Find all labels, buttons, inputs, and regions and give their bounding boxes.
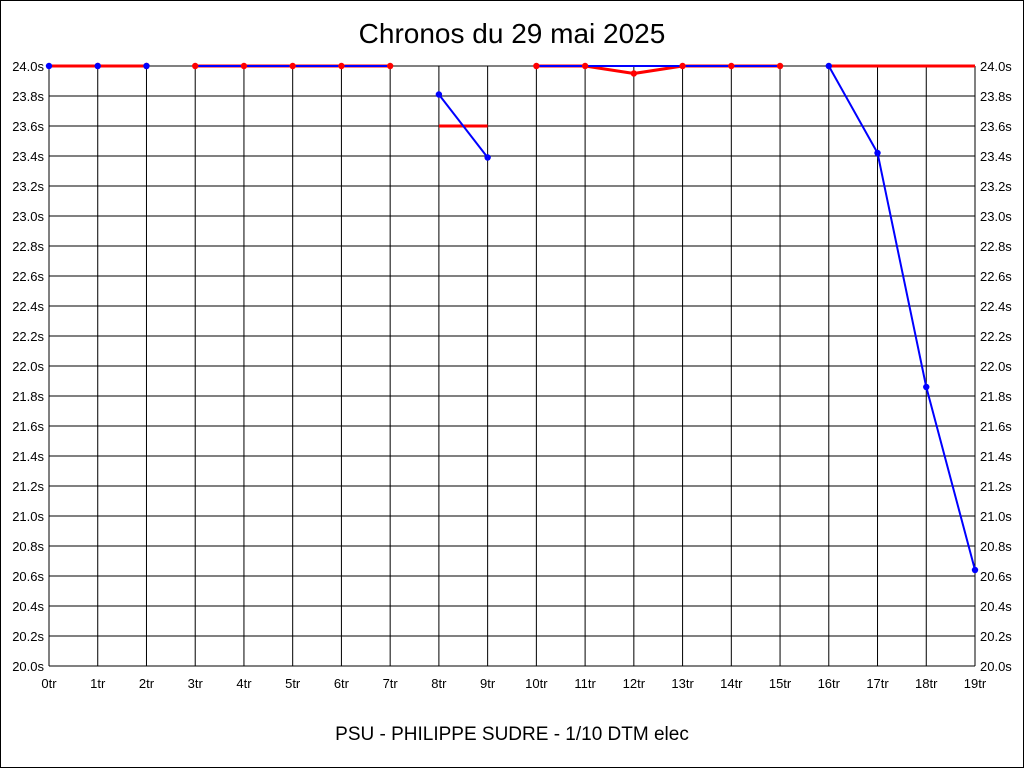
red-data-point: [581, 62, 589, 70]
x-tick-label: 16tr: [818, 676, 841, 691]
red-data-point: [679, 62, 686, 70]
y-tick-label-left: 23.0s: [12, 209, 44, 224]
blue-data-point: [45, 62, 53, 70]
chart-title: Chronos du 29 mai 2025: [359, 18, 666, 49]
grid-layer: [48, 65, 976, 667]
red-data-point: [630, 70, 638, 77]
y-tick-label-right: 20.4s: [980, 599, 1012, 614]
y-tick-label-left: 22.6s: [12, 269, 44, 284]
y-tick-label-left: 20.0s: [12, 659, 44, 674]
series-layer: [45, 62, 979, 574]
x-tick-label: 10tr: [525, 676, 548, 691]
y-tick-label-right: 22.8s: [980, 239, 1012, 254]
y-tick-label-left: 23.6s: [12, 119, 44, 134]
x-tick-label: 3tr: [188, 676, 204, 691]
y-tick-label-left: 20.2s: [12, 629, 44, 644]
y-tick-label-left: 23.2s: [12, 179, 44, 194]
y-tick-label-right: 23.4s: [980, 149, 1012, 164]
y-tick-label-left: 22.2s: [12, 329, 44, 344]
y-tick-label-right: 23.6s: [980, 119, 1012, 134]
y-tick-label-left: 22.4s: [12, 299, 44, 314]
y-tick-label-right: 23.8s: [980, 89, 1012, 104]
x-tick-label: 5tr: [285, 676, 301, 691]
y-tick-label-right: 20.2s: [980, 629, 1012, 644]
y-tick-label-right: 21.8s: [980, 389, 1012, 404]
red-data-point: [533, 62, 540, 70]
y-tick-label-right: 21.2s: [980, 479, 1012, 494]
y-tick-label-left: 21.6s: [12, 419, 44, 434]
y-tick-label-left: 22.0s: [12, 359, 44, 374]
y-tick-label-left: 21.8s: [12, 389, 44, 404]
y-tick-label-left: 23.8s: [12, 89, 44, 104]
y-tick-label-right: 22.4s: [980, 299, 1012, 314]
chart-footer: PSU - PHILIPPE SUDRE - 1/10 DTM elec: [335, 724, 689, 745]
y-tick-label-right: 20.6s: [980, 569, 1012, 584]
x-tick-label: 14tr: [720, 676, 743, 691]
x-tick-label: 7tr: [383, 676, 399, 691]
y-tick-label-right: 22.6s: [980, 269, 1012, 284]
blue-data-point: [874, 149, 881, 157]
y-tick-label-left: 20.8s: [12, 539, 44, 554]
blue-data-point: [94, 62, 101, 70]
blue-series-line: [438, 93, 489, 159]
y-tick-label-right: 20.0s: [980, 659, 1012, 674]
y-tick-label-left: 24.0s: [12, 59, 44, 74]
x-tick-label: 19tr: [964, 676, 987, 691]
blue-series-line: [827, 65, 976, 571]
x-tick-label: 13tr: [671, 676, 694, 691]
y-tick-label-left: 21.2s: [12, 479, 44, 494]
x-tick-label: 12tr: [623, 676, 646, 691]
x-tick-label: 8tr: [431, 676, 447, 691]
y-tick-label-right: 22.2s: [980, 329, 1012, 344]
y-tick-label-right: 20.8s: [980, 539, 1012, 554]
y-tick-label-left: 22.8s: [12, 239, 44, 254]
x-tick-label: 4tr: [236, 676, 252, 691]
red-data-point: [240, 62, 248, 70]
blue-data-point: [435, 91, 443, 98]
x-tick-label: 0tr: [41, 676, 57, 691]
x-tick-label: 9tr: [480, 676, 496, 691]
y-tick-label-right: 22.0s: [980, 359, 1012, 374]
red-series-line: [536, 64, 781, 75]
y-tick-label-left: 23.4s: [12, 149, 44, 164]
red-data-point: [338, 62, 345, 70]
x-tick-label: 18tr: [915, 676, 938, 691]
y-tick-label-right: 23.0s: [980, 209, 1012, 224]
red-data-point: [386, 62, 394, 70]
x-tick-label: 11tr: [574, 676, 596, 691]
y-tick-label-right: 24.0s: [980, 59, 1012, 74]
tick-layer: 20.0s 20.0s 20.2s 20.2s 20.4s 20.4s 20.6s 20.6s…: [12, 59, 1012, 691]
x-tick-label: 15tr: [769, 676, 792, 691]
red-data-point: [776, 62, 784, 70]
x-tick-label: 6tr: [334, 676, 350, 691]
red-data-point: [728, 62, 735, 70]
red-data-point: [289, 62, 296, 70]
x-tick-label: 2tr: [139, 676, 155, 691]
blue-data-point: [825, 62, 832, 70]
y-tick-label-left: 20.6s: [12, 569, 44, 584]
y-tick-label-right: 21.0s: [980, 509, 1012, 524]
blue-data-point: [484, 154, 491, 161]
red-data-point: [192, 62, 199, 70]
y-tick-label-right: 21.4s: [980, 449, 1012, 464]
blue-data-point: [923, 383, 930, 391]
x-tick-label: 1tr: [90, 676, 106, 691]
y-tick-label-left: 21.0s: [12, 509, 44, 524]
blue-data-point: [971, 566, 979, 574]
y-tick-label-right: 23.2s: [980, 179, 1012, 194]
x-tick-label: 17tr: [866, 676, 889, 691]
y-tick-label-right: 21.6s: [980, 419, 1012, 434]
blue-data-point: [143, 62, 150, 70]
y-tick-label-left: 21.4s: [12, 449, 44, 464]
y-tick-label-left: 20.4s: [12, 599, 44, 614]
